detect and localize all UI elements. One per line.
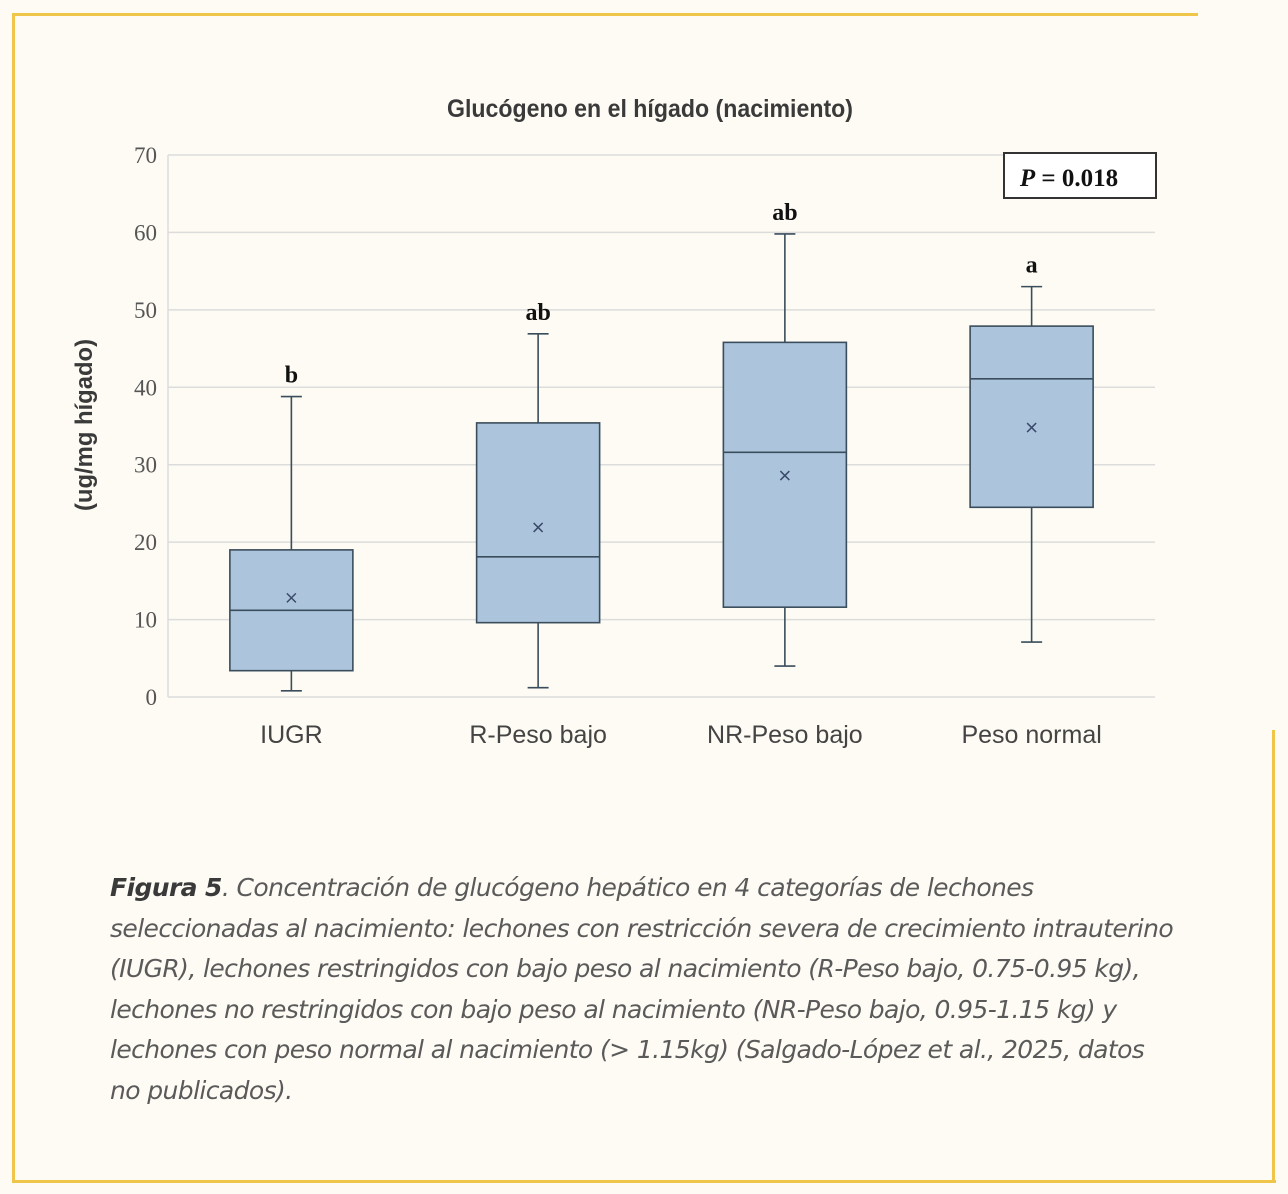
caption-text: . Concentración de glucógeno hepático en…	[110, 873, 1174, 1105]
y-tick-50: 50	[134, 298, 157, 323]
box-2: ab	[475, 300, 601, 689]
caption-lead: Figura 5	[110, 873, 222, 902]
x-tick-1: IUGR	[260, 721, 323, 749]
y-tick-30: 30	[134, 453, 157, 478]
mean-marker	[779, 470, 790, 481]
box-1: b	[229, 363, 354, 692]
box-4: a	[969, 253, 1094, 643]
boxplot-chart: Glucógeno en el hígado (nacimiento) (ug/…	[71, 95, 1157, 749]
y-tick-40: 40	[134, 375, 157, 400]
pvalue-box: P = 0.018	[1003, 152, 1157, 199]
x-tick-2: R-Peso bajo	[469, 721, 607, 749]
significance-letter: ab	[772, 200, 797, 226]
frame-border-top	[12, 13, 1198, 16]
significance-letter: a	[1026, 253, 1038, 279]
figure-caption: Figura 5. Concentración de glucógeno hep…	[110, 868, 1180, 1111]
significance-letter: ab	[525, 300, 550, 326]
boxes: b ab ab a	[229, 200, 1094, 692]
x-tick-4: Peso normal	[961, 721, 1101, 749]
frame-border-left	[12, 13, 15, 1183]
y-axis-label: (ug/mg hígado)	[71, 339, 98, 511]
iqr-box	[969, 325, 1094, 509]
y-tick-10: 10	[134, 608, 157, 633]
x-tick-labels: IUGR R-Peso bajo NR-Peso bajo Peso normal	[260, 721, 1102, 749]
y-tick-20: 20	[134, 530, 157, 555]
x-tick-3: NR-Peso bajo	[707, 721, 863, 749]
mean-marker	[1026, 422, 1037, 433]
y-tick-labels: 0 10 20 30 40 50 60 70	[134, 143, 157, 710]
y-tick-70: 70	[134, 143, 157, 168]
y-tick-0: 0	[146, 685, 158, 710]
svg-text:P = 0.018: P = 0.018	[1019, 165, 1118, 192]
significance-letter: b	[285, 363, 298, 389]
y-tick-60: 60	[134, 220, 157, 245]
pvalue-text: = 0.018	[1035, 165, 1118, 192]
mean-marker	[533, 522, 544, 533]
mean-marker	[286, 592, 297, 603]
frame-border-right	[1272, 730, 1275, 1183]
pvalue-symbol: P	[1019, 165, 1036, 192]
box-3: ab	[722, 200, 848, 667]
iqr-box	[475, 422, 601, 624]
frame-border-bottom	[12, 1180, 1276, 1183]
chart-title: Glucógeno en el hígado (nacimiento)	[447, 95, 853, 123]
